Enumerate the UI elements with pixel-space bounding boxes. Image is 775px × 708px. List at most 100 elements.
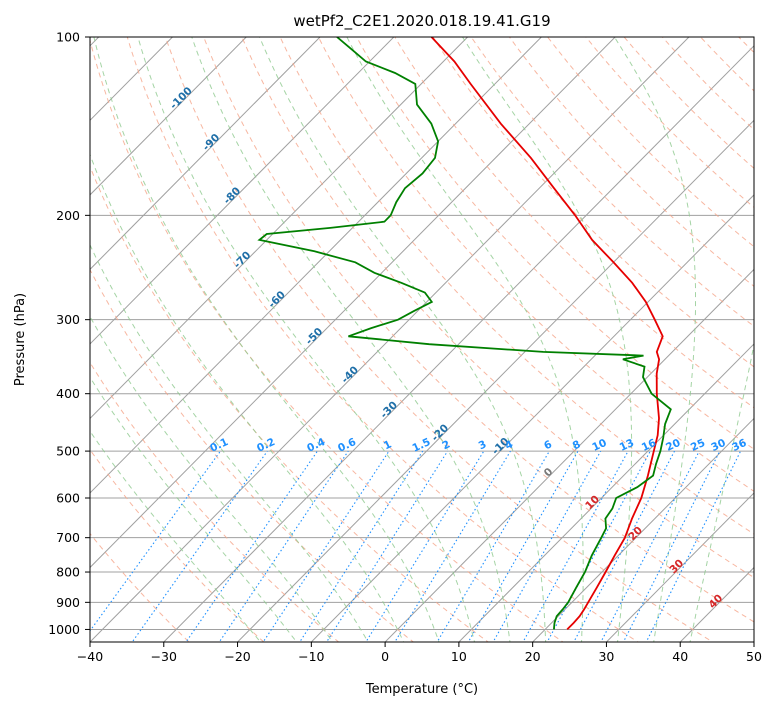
y-tick-label: 900 — [56, 595, 80, 610]
isotherm-line — [384, 268, 754, 642]
y-tick-label: 600 — [56, 491, 80, 506]
chart-title: wetPf2_C2E1.2020.018.19.41.G19 — [293, 12, 550, 31]
dry-adiabat-line — [546, 37, 754, 248]
isotherm-label: -80 — [221, 185, 243, 207]
isotherm-line — [90, 37, 469, 420]
isotherm-line — [90, 37, 543, 494]
mixing-ratio-line — [365, 450, 485, 642]
dry-adiabat-line — [356, 37, 754, 450]
sounding-profiles — [257, 37, 672, 631]
background-lines — [90, 24, 775, 654]
mixing-ratio-line — [185, 450, 318, 642]
isotherm-line — [236, 119, 754, 642]
mixing-ratio-label: 1 — [382, 438, 394, 452]
mixing-ratio-line — [299, 450, 424, 642]
mixing-ratio-label: 8 — [571, 438, 583, 452]
moist-adiabat-line — [90, 153, 405, 642]
mixing-ratio-line — [546, 450, 651, 642]
mixing-ratio-line — [645, 450, 742, 642]
x-tick-label: −30 — [151, 649, 177, 664]
dry-adiabat-line — [432, 37, 754, 368]
moist-adiabat-line — [346, 37, 584, 642]
mixing-ratio-line — [262, 450, 390, 642]
x-axis-label: Temperature (°C) — [365, 682, 478, 697]
moist-adiabat-line — [191, 37, 511, 642]
mixing-ratio-label: 6 — [542, 438, 554, 452]
mixing-ratio-label: 4 — [503, 438, 515, 452]
mixing-ratio-label: 2 — [440, 438, 452, 452]
moist-adiabat-line — [461, 37, 633, 642]
y-tick-label: 300 — [56, 312, 80, 327]
isotherm-line — [90, 37, 690, 642]
mixing-ratio-label: 0.4 — [305, 436, 327, 455]
mixing-ratio-line — [218, 450, 349, 642]
isotherm-label: -70 — [232, 249, 254, 271]
temperature-line — [430, 37, 664, 631]
dry-adiabat-line — [90, 448, 265, 642]
dry-adiabat-line — [317, 37, 754, 492]
mixing-ratio-line — [522, 450, 629, 642]
isotherm-line — [605, 492, 754, 642]
isotherm-label: 40 — [707, 592, 726, 611]
isotherm-line — [163, 45, 754, 642]
mixing-ratio-label: 0.6 — [336, 436, 358, 455]
mixing-ratio-line — [436, 450, 550, 642]
x-tick-label: 0 — [381, 649, 389, 664]
isotherm-label: 30 — [667, 557, 686, 576]
mixing-ratio-label: 30 — [709, 437, 727, 454]
y-tick-label: 800 — [56, 565, 80, 580]
mixing-ratio-line — [325, 450, 449, 642]
isotherm-line — [458, 343, 754, 642]
mixing-ratio-label: 36 — [730, 437, 748, 454]
mixing-ratio-label: 25 — [689, 437, 707, 454]
x-tick-label: 30 — [598, 649, 614, 664]
isotherm-label: -50 — [303, 326, 325, 348]
dry-adiabat-line — [203, 37, 754, 623]
isotherm-line — [679, 566, 754, 642]
moist-adiabat-line — [613, 37, 696, 642]
isotherm-line — [90, 37, 247, 196]
isotherm-line — [90, 37, 321, 271]
mixing-ratio-line — [90, 450, 221, 632]
isotherm-label: -100 — [168, 85, 195, 112]
mixing-ratio-label: 16 — [640, 437, 658, 454]
mixing-ratio-label: 13 — [618, 437, 636, 454]
isotherm-label: -40 — [339, 364, 361, 386]
mixing-ratio-line — [622, 450, 721, 642]
y-axis-label: Pressure (hPa) — [13, 293, 28, 386]
x-tick-label: 40 — [672, 649, 688, 664]
dry-adiabat-line — [470, 37, 754, 327]
dry-adiabat-line — [738, 37, 754, 54]
dry-adiabat-line — [764, 24, 775, 654]
mixing-ratio-line — [131, 450, 268, 642]
mixing-ratio-label: 0.1 — [208, 436, 230, 455]
y-tick-label: 700 — [56, 530, 80, 545]
moist-adiabat-line — [90, 430, 262, 642]
x-tick-label: −20 — [224, 649, 250, 664]
isotherm-line — [753, 641, 754, 642]
moist-adiabat-line — [90, 243, 369, 642]
moist-adiabat-line — [93, 37, 440, 642]
mixing-ratio-label: 10 — [590, 437, 608, 454]
dry-adiabat-line — [508, 37, 754, 287]
dry-adiabat-line — [661, 37, 754, 131]
y-tick-label: 1000 — [48, 622, 80, 637]
isotherm-line — [310, 194, 754, 642]
isotherm-label: -60 — [266, 289, 288, 311]
moist-adiabat-line — [137, 37, 476, 642]
dry-adiabat-line — [90, 361, 340, 642]
isotherm-label: 10 — [583, 493, 602, 512]
dry-adiabat-line — [126, 37, 639, 642]
dry-adiabat-line — [164, 37, 714, 642]
isotherm-line — [531, 417, 754, 642]
isotherm-label: -90 — [200, 132, 222, 154]
isotherm-line — [90, 37, 395, 345]
isotherm-label: -30 — [378, 399, 400, 421]
y-tick-label: 500 — [56, 444, 80, 459]
mixing-ratio-line — [492, 450, 602, 642]
y-tick-label: 400 — [56, 386, 80, 401]
line-labels: -100-90-80-70-60-50-40-30-20-10010203040… — [168, 85, 749, 611]
dry-adiabat-line — [394, 37, 754, 409]
mixing-ratio-label: 3 — [477, 438, 489, 452]
